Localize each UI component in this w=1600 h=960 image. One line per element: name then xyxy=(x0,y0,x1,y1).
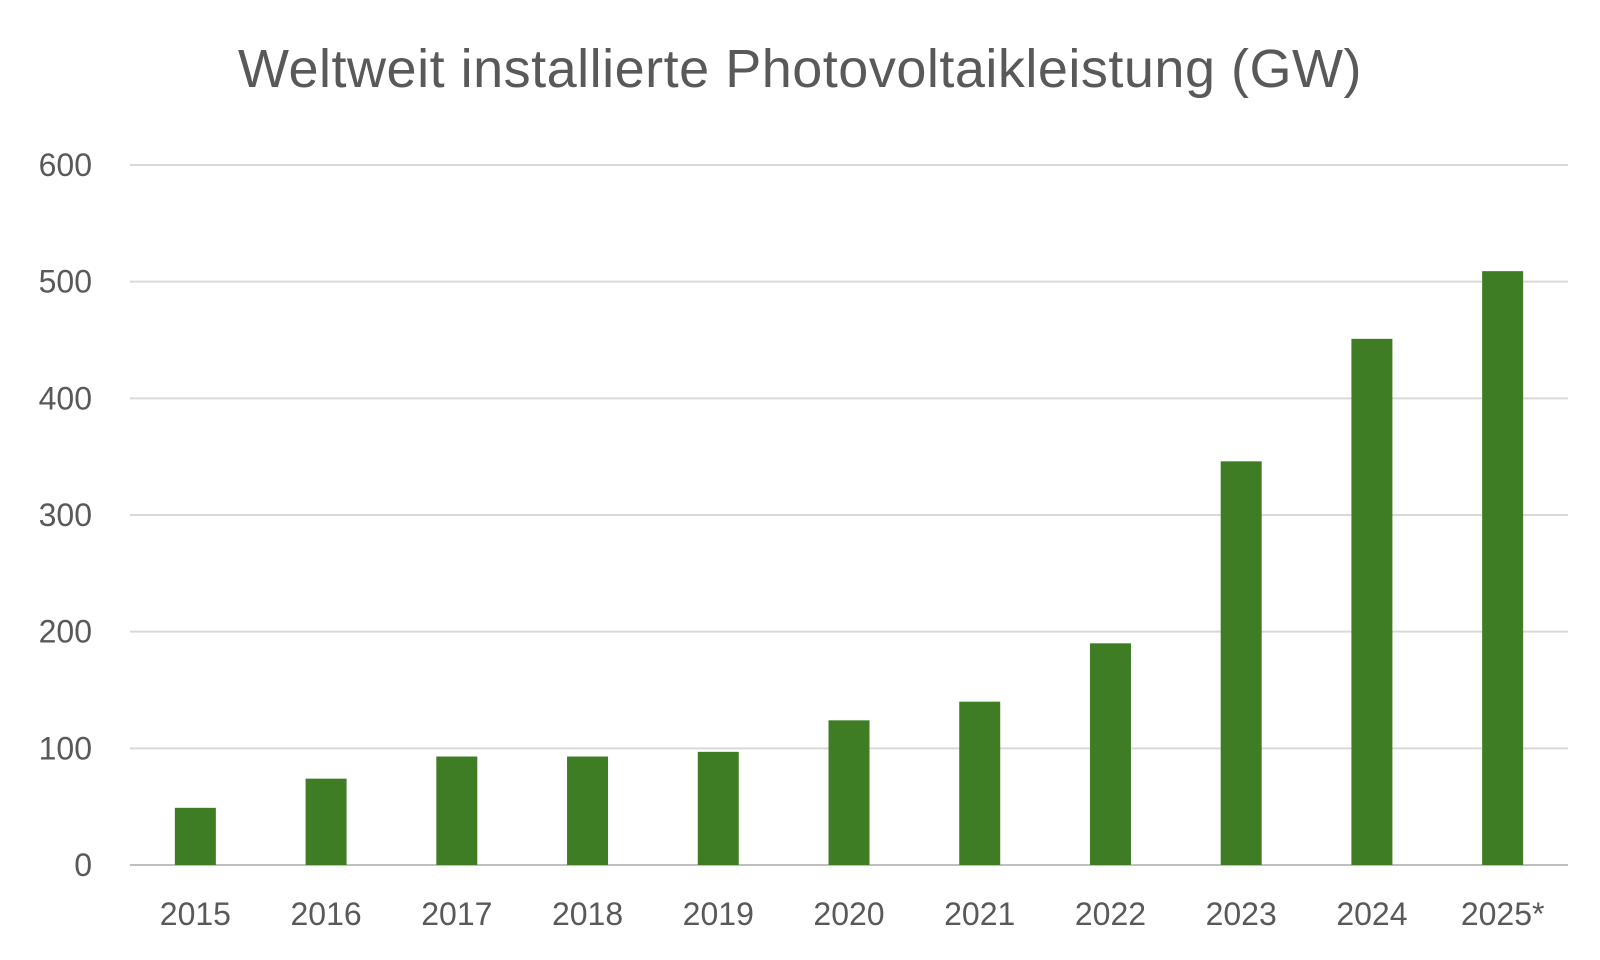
x-tick-label: 2020 xyxy=(813,896,884,932)
x-tick-label: 2018 xyxy=(552,896,623,932)
chart-title: Weltweit installierte Photovoltaikleistu… xyxy=(238,39,1362,99)
bar-2015 xyxy=(174,807,216,865)
bar-2022 xyxy=(1089,643,1131,865)
x-tick-label: 2024 xyxy=(1336,896,1407,932)
y-tick-label: 400 xyxy=(39,380,92,416)
y-tick-label: 600 xyxy=(39,147,92,183)
bars xyxy=(174,271,1524,866)
x-tick-label: 2019 xyxy=(683,896,754,932)
x-tick-label: 2016 xyxy=(290,896,361,932)
x-axis-ticks: 2015 2016 2017 2018 2019 2020 2021 2022 2023 2024… xyxy=(160,896,1545,932)
y-tick-label: 100 xyxy=(39,730,92,766)
x-tick-label: 2025* xyxy=(1461,896,1545,932)
y-tick-label: 200 xyxy=(39,614,92,650)
bar-2023 xyxy=(1220,461,1262,865)
bar-2024 xyxy=(1351,338,1393,865)
bar-2019 xyxy=(697,751,739,865)
y-tick-label: 300 xyxy=(39,497,92,533)
y-tick-label: 500 xyxy=(39,264,92,300)
bar-2025* xyxy=(1482,271,1524,866)
y-axis-ticks: 0 100 200 300 400 500 600 xyxy=(39,147,92,883)
x-tick-label: 2017 xyxy=(421,896,492,932)
x-tick-label: 2021 xyxy=(944,896,1015,932)
bar-2021 xyxy=(959,701,1001,865)
bar-2016 xyxy=(305,778,347,865)
x-tick-label: 2023 xyxy=(1206,896,1277,932)
bar-2017 xyxy=(436,756,478,865)
x-tick-label: 2015 xyxy=(160,896,231,932)
bar-2018 xyxy=(567,756,609,865)
y-tick-label: 0 xyxy=(74,847,92,883)
x-tick-label: 2022 xyxy=(1075,896,1146,932)
bar-2020 xyxy=(828,720,870,865)
